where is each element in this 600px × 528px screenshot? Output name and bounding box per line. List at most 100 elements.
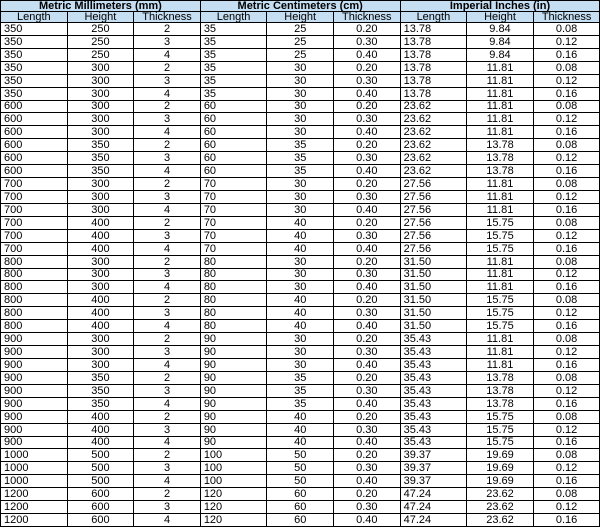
- table-row: 900 300 3 90 30 0.30 35.43 11.81 0.12: [0, 345, 600, 359]
- cell: 90: [199, 345, 268, 359]
- cell: 4: [133, 47, 201, 62]
- table-row: 600 300 3 60 30 0.30 23.62 11.81 0.12: [0, 112, 600, 127]
- cell: 60: [199, 125, 268, 140]
- table-row: 800 400 3 80 40 0.30 31.50 15.75 0.12: [0, 306, 600, 321]
- cell: 35.43: [399, 422, 468, 437]
- table-row: 1200 600 4 120 60 0.40 47.24 23.62 0.16: [0, 513, 600, 527]
- cell: 900: [0, 435, 68, 450]
- cell: 4: [133, 435, 201, 450]
- cell: 0.08: [532, 487, 600, 502]
- cell: 60: [199, 99, 268, 114]
- cell: 900: [0, 345, 68, 359]
- cell: 700: [0, 228, 68, 243]
- table-row: 350 250 2 35 25 0.20 13.78 9.84 0.08: [0, 22, 600, 36]
- cell: 70: [199, 215, 268, 230]
- cell: 0.12: [532, 73, 600, 88]
- cell: 600: [0, 125, 68, 140]
- cell: 120: [199, 487, 268, 502]
- cell: 3: [133, 267, 201, 282]
- cell: 0.16: [532, 396, 600, 411]
- cell: 35.43: [399, 345, 468, 359]
- cell: 0.08: [532, 138, 600, 153]
- table-row: 900 400 4 90 40 0.40 35.43 15.75 0.16: [0, 435, 600, 450]
- cell: 250: [66, 47, 135, 62]
- cell: 2: [133, 177, 201, 191]
- cell: 30: [266, 267, 334, 282]
- cell: 11.81: [466, 60, 534, 75]
- cell: 350: [0, 47, 68, 62]
- cell: 100: [199, 448, 268, 463]
- cell: 50: [266, 448, 334, 463]
- cell: 39.37: [399, 448, 468, 463]
- cell: 3: [133, 500, 201, 515]
- column-header: Length: [0, 11, 68, 23]
- cell: 0.20: [333, 293, 401, 308]
- table-row: 1000 500 3 100 50 0.30 39.37 19.69 0.12: [0, 461, 600, 476]
- cell: 11.81: [466, 280, 534, 295]
- group-header: Imperial Inches (in): [399, 0, 600, 12]
- cell: 0.12: [532, 422, 600, 437]
- cell: 500: [66, 474, 135, 489]
- cell: 31.50: [399, 306, 468, 321]
- table-row: 600 300 2 60 30 0.20 23.62 11.81 0.08: [0, 99, 600, 114]
- table-row: 900 300 2 90 30 0.20 35.43 11.81 0.08: [0, 332, 600, 347]
- cell: 40: [266, 306, 334, 321]
- cell: 39.37: [399, 461, 468, 476]
- cell: 250: [66, 22, 135, 36]
- cell: 0.12: [532, 267, 600, 282]
- cell: 23.62: [466, 500, 534, 515]
- cell: 0.40: [333, 474, 401, 489]
- cell: 2: [133, 22, 201, 36]
- cell: 80: [199, 254, 268, 269]
- table-row: 350 250 4 35 25 0.40 13.78 9.84 0.16: [0, 47, 600, 62]
- cell: 1000: [0, 461, 68, 476]
- cell: 800: [0, 267, 68, 282]
- table-row: 700 400 4 70 40 0.40 27.56 15.75 0.16: [0, 241, 600, 256]
- table-row: 600 350 4 60 35 0.40 23.62 13.78 0.16: [0, 164, 600, 179]
- table-row: 600 300 4 60 30 0.40 23.62 11.81 0.16: [0, 125, 600, 140]
- cell: 4: [133, 396, 201, 411]
- cell: 90: [199, 357, 268, 372]
- cell: 0.12: [532, 461, 600, 476]
- cell: 13.78: [466, 138, 534, 153]
- cell: 60: [199, 112, 268, 127]
- cell: 60: [266, 513, 334, 527]
- cell: 35.43: [399, 435, 468, 450]
- cell: 15.75: [466, 422, 534, 437]
- table-row: 900 400 2 90 40 0.20 35.43 15.75 0.08: [0, 409, 600, 424]
- cell: 13.78: [466, 151, 534, 166]
- cell: 27.56: [399, 241, 468, 256]
- cell: 3: [133, 228, 201, 243]
- table-row: 800 400 4 80 40 0.40 31.50 15.75 0.16: [0, 319, 600, 334]
- cell: 2: [133, 138, 201, 153]
- cell: 35: [266, 370, 334, 385]
- cell: 0.30: [333, 383, 401, 398]
- cell: 60: [199, 138, 268, 153]
- cell: 80: [199, 280, 268, 295]
- cell: 3: [133, 112, 201, 127]
- cell: 30: [266, 189, 334, 204]
- cell: 0.12: [532, 112, 600, 127]
- cell: 13.78: [466, 370, 534, 385]
- cell: 0.30: [333, 151, 401, 166]
- cell: 0.30: [333, 500, 401, 515]
- cell: 0.16: [532, 202, 600, 217]
- cell: 9.84: [466, 47, 534, 62]
- cell: 80: [199, 293, 268, 308]
- cell: 60: [266, 487, 334, 502]
- cell: 30: [266, 73, 334, 88]
- cell: 90: [199, 435, 268, 450]
- table-row: 700 300 4 70 30 0.40 27.56 11.81 0.16: [0, 202, 600, 217]
- cell: 35: [266, 164, 334, 179]
- cell: 0.16: [532, 435, 600, 450]
- cell: 1200: [0, 487, 68, 502]
- cell: 2: [133, 448, 201, 463]
- cell: 27.56: [399, 189, 468, 204]
- cell: 35: [266, 396, 334, 411]
- cell: 700: [0, 177, 68, 191]
- table-row: 1000 500 4 100 50 0.40 39.37 19.69 0.16: [0, 474, 600, 489]
- cell: 31.50: [399, 293, 468, 308]
- cell: 0.12: [532, 34, 600, 49]
